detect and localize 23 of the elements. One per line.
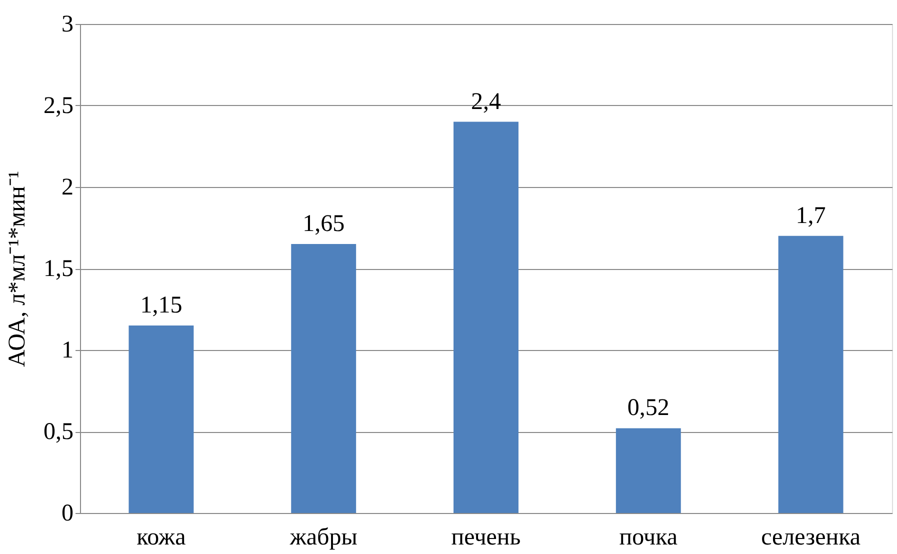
data-label: 2,4 bbox=[471, 88, 501, 115]
bar bbox=[778, 236, 844, 513]
x-tick-label: печень bbox=[451, 524, 521, 550]
x-tick-label: жабры bbox=[288, 524, 358, 550]
y-tick-label: 0 bbox=[62, 500, 74, 526]
y-tick-label: 1,5 bbox=[44, 256, 74, 282]
bar bbox=[454, 122, 518, 513]
bar bbox=[291, 244, 356, 513]
data-label: 1,65 bbox=[302, 211, 345, 238]
data-label: 1,15 bbox=[140, 292, 182, 319]
data-label: 1,7 bbox=[796, 202, 826, 229]
x-tick-label: почка bbox=[619, 524, 678, 550]
x-tick-label: кожа bbox=[136, 524, 186, 550]
y-tick-label: 3 bbox=[62, 12, 74, 38]
y-tick-label: 0,5 bbox=[44, 419, 74, 445]
y-axis-title: АОА, л*мл⁻¹*мин⁻¹ bbox=[4, 170, 30, 368]
y-tick-label: 2 bbox=[62, 174, 74, 200]
x-tick-label: селезенка bbox=[761, 524, 861, 550]
y-tick-label: 2,5 bbox=[44, 93, 74, 119]
data-label: 0,52 bbox=[627, 395, 670, 422]
bar bbox=[616, 428, 681, 513]
bar bbox=[128, 326, 194, 513]
y-tick-label: 1 bbox=[62, 338, 74, 364]
